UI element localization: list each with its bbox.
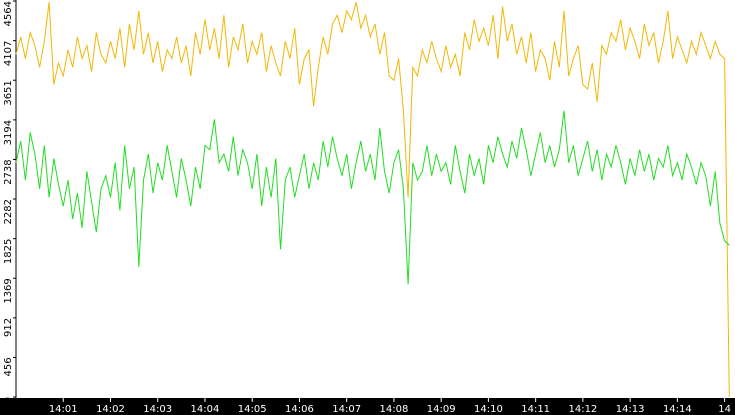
- y-tick-label: 0: [3, 397, 14, 403]
- y-tick-label: 2738: [3, 159, 14, 184]
- series-line: [15, 2, 730, 398]
- y-tick-label: 912: [3, 318, 14, 337]
- x-tick-label: 14:07: [332, 404, 361, 415]
- y-tick-label: 3651: [3, 80, 14, 105]
- y-tick-label: 3194: [3, 120, 14, 145]
- x-tick-label: 14:05: [238, 404, 267, 415]
- series-line: [15, 110, 730, 285]
- x-tick-label: 14:11: [521, 404, 550, 415]
- y-tick-label: 4107: [3, 41, 14, 66]
- x-tick-label: 14:03: [143, 404, 172, 415]
- x-tick-label: 14:06: [285, 404, 314, 415]
- y-tick-label: 2282: [3, 199, 14, 224]
- y-tick-label: 456: [3, 357, 14, 376]
- x-tick-label: 14:08: [380, 404, 409, 415]
- x-tick-label: 14:01: [49, 404, 78, 415]
- x-axis-band: [0, 398, 735, 415]
- x-tick-label: 14:13: [616, 404, 645, 415]
- x-tick-label: 14:02: [96, 404, 125, 415]
- x-tick-label: 14:10: [474, 404, 503, 415]
- x-tick-label: 14: [718, 404, 731, 415]
- x-tick-label: 14:09: [427, 404, 456, 415]
- y-tick-label: 1369: [3, 278, 14, 303]
- x-tick-label: 14:12: [568, 404, 597, 415]
- y-tick-label: 4564: [3, 1, 14, 26]
- x-tick-label: 14:14: [663, 404, 692, 415]
- y-tick-label: 1825: [3, 239, 14, 264]
- x-tick-label: 14:04: [191, 404, 220, 415]
